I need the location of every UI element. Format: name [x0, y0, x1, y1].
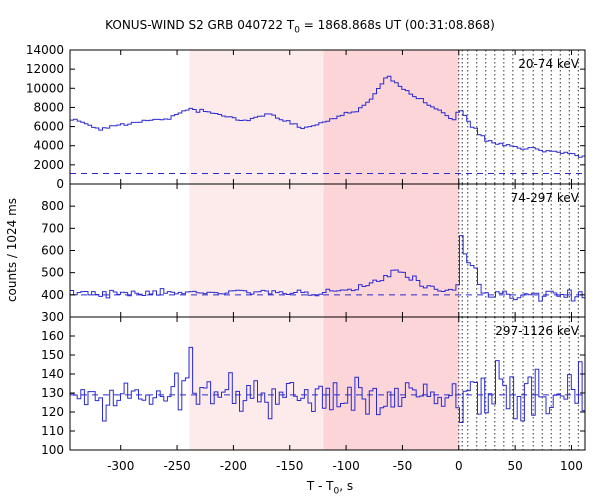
y-tick-label: 120	[41, 405, 64, 419]
y-tick-label: 10000	[26, 81, 64, 95]
x-tick-label: -200	[220, 459, 247, 473]
y-tick-label: 300	[41, 310, 64, 324]
energy-band-label: 74-297 keV	[511, 191, 580, 205]
x-tick-label: 50	[507, 459, 522, 473]
y-tick-label: 500	[41, 266, 64, 280]
y-tick-label: 14000	[26, 43, 64, 57]
x-tick-label: 100	[560, 459, 583, 473]
y-tick-label: 130	[41, 386, 64, 400]
panel-3: 100 110 120 130 140 150 160 297-1126 keV	[41, 316, 586, 457]
light-curve-series	[70, 346, 585, 423]
light-curve-series	[70, 235, 585, 302]
y-tick-label: 2000	[33, 158, 64, 172]
y-tick-label: 700	[41, 221, 64, 235]
x-axis-label: T - T0, s	[306, 479, 354, 497]
y-tick-label: 150	[41, 348, 64, 362]
x-tick-label: -300	[107, 459, 134, 473]
x-tick-label: -250	[163, 459, 190, 473]
y-tick-label: 6000	[33, 120, 64, 134]
panel-1: 0 2000 4000 6000 8000 10000 12000 14000 20-74 ke…	[26, 43, 586, 191]
y-tick-label: 600	[41, 244, 64, 258]
light-curve-series	[70, 75, 585, 158]
y-tick-label: 4000	[33, 139, 64, 153]
x-tick-label: -150	[276, 459, 303, 473]
x-tick-label: -50	[393, 459, 413, 473]
y-tick-label: 8000	[33, 100, 64, 114]
y-tick-label: 160	[41, 329, 64, 343]
y-axis-label: counts / 1024 ms	[5, 197, 19, 303]
y-tick-label: 140	[41, 367, 64, 381]
shaded-interval-1	[189, 317, 324, 450]
energy-band-label: 297-1126 keV	[495, 324, 579, 338]
panel-2: 300 400 500 600 700 800 74-297 keV	[41, 183, 586, 324]
shaded-interval-2	[323, 184, 459, 317]
x-tick-label: -100	[332, 459, 359, 473]
y-tick-label: 400	[41, 288, 64, 302]
y-tick-label: 800	[41, 199, 64, 213]
shaded-interval-2	[323, 50, 459, 184]
shaded-interval-1	[189, 184, 324, 317]
chart-title: KONUS-WIND S2 GRB 040722 T0 = 1868.868s …	[105, 18, 495, 36]
panel-frame	[69, 316, 586, 451]
x-tick-label: 0	[455, 459, 463, 473]
shaded-interval-2	[323, 317, 459, 450]
y-tick-label: 12000	[26, 62, 64, 76]
y-tick-label: 100	[41, 443, 64, 457]
y-tick-label: 110	[41, 424, 64, 438]
energy-band-label: 20-74 keV	[518, 57, 580, 71]
y-tick-label: 0	[56, 177, 64, 191]
